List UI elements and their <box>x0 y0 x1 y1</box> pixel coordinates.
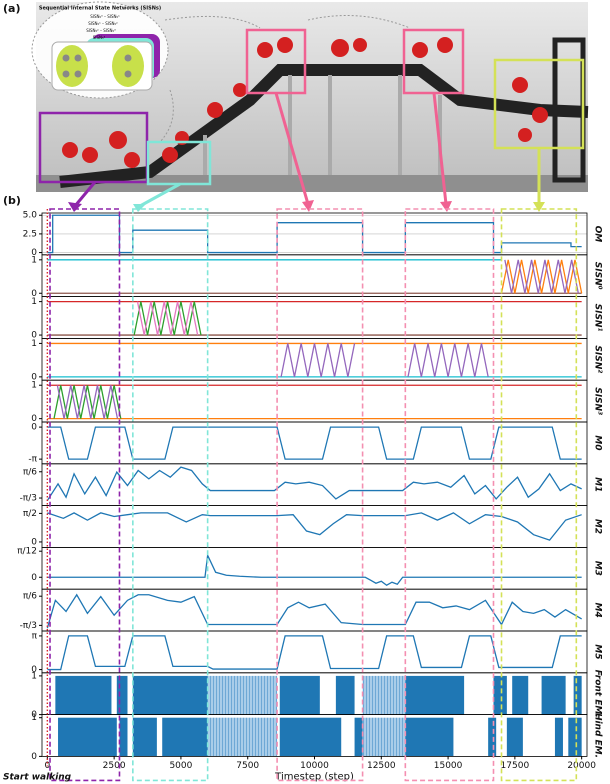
stance-bar <box>208 718 277 757</box>
x-tick-label: 10000 <box>300 761 329 771</box>
panel-title: SISN³ <box>593 387 603 415</box>
stance-bar <box>488 718 496 757</box>
y-tick-label: 1 <box>31 713 37 723</box>
panel-title: M1 <box>593 477 603 492</box>
photo <box>32 2 588 212</box>
stance-bar <box>405 676 464 715</box>
y-tick-label: 1 <box>31 671 37 681</box>
y-tick-label: -π <box>28 455 37 465</box>
stance-bar <box>512 676 528 715</box>
stance-bar <box>133 676 208 715</box>
stance-bar <box>280 676 320 715</box>
stance-bar <box>363 676 406 715</box>
inset-layer: SISN₅⁰ – SISN₅¹ <box>90 14 120 19</box>
stance-bar <box>355 718 363 757</box>
y-tick-label: π/6 <box>23 467 37 477</box>
panel-title: SISN⁰ <box>593 262 603 290</box>
panel-label: (b) <box>3 194 21 207</box>
inset-layer: SISN₅³ <box>93 35 106 40</box>
start-walking-label: Start walking <box>3 773 72 783</box>
x-tick-label: 5000 <box>169 761 192 771</box>
page: {"panel_a": {"label": "(a)", "inset_titl… <box>0 0 610 784</box>
inset-layer: SISN₅¹ – SISN₅² <box>88 21 118 26</box>
y-tick-label: -π/3 <box>20 621 37 631</box>
stance-bar <box>507 718 523 757</box>
figure: (a) Sequential Internal State Networks (… <box>0 0 610 784</box>
stance-bar <box>58 718 117 757</box>
stance-bar <box>405 718 453 757</box>
x-tick-label: 15000 <box>434 761 463 771</box>
stance-bar <box>117 676 128 715</box>
panel-title: M3 <box>593 561 603 576</box>
panel-title: M0 <box>593 435 603 450</box>
x-tick-label: 7500 <box>236 761 259 771</box>
panel-title: M5 <box>593 644 603 659</box>
y-tick-label: π <box>32 631 38 641</box>
stance-bar <box>493 676 506 715</box>
panel-frame <box>42 380 587 422</box>
y-tick-label: -π/3 <box>20 494 37 504</box>
stance-bar <box>363 718 406 757</box>
panel <box>58 718 582 757</box>
panel-title: M2 <box>593 519 603 534</box>
stance-bar <box>133 718 157 757</box>
inset-title: Sequential Internal State Networks (SISN… <box>39 6 161 12</box>
y-tick-label: 1 <box>31 381 37 391</box>
x-tick-label: 2500 <box>103 761 126 771</box>
stance-bar <box>574 676 582 715</box>
panel-title: SISN² <box>593 345 603 373</box>
line <box>281 343 354 376</box>
y-tick-label: π/2 <box>23 509 37 519</box>
y-tick-label: 1 <box>31 339 37 349</box>
stance-bar <box>336 676 355 715</box>
stance-bar <box>555 718 563 757</box>
panel-title: OM <box>593 226 603 243</box>
x-tick-label: 17500 <box>501 761 530 771</box>
stance-bar <box>280 718 341 757</box>
stance-bar <box>208 676 277 715</box>
y-tick-label: 0 <box>31 573 37 583</box>
y-tick-label: 2.5 <box>23 229 37 239</box>
x-tick-label: 12500 <box>367 761 396 771</box>
line <box>408 343 488 376</box>
y-tick-label: 0 <box>31 752 37 762</box>
panel-title: M4 <box>593 602 603 617</box>
panel-frame <box>42 506 587 548</box>
y-tick-label: 5.0 <box>23 211 38 221</box>
panel-frame <box>42 297 587 339</box>
panel-frame <box>42 422 587 464</box>
stance-bar <box>162 718 207 757</box>
x-tick-label: 20000 <box>567 761 596 771</box>
stance-bar <box>55 676 111 715</box>
panel <box>55 676 581 715</box>
y-tick-label: 1 <box>31 255 37 265</box>
y-tick-label: π/12 <box>17 547 37 557</box>
panel-frame <box>42 589 587 631</box>
panel-title: Hind EM. <box>593 713 603 758</box>
panel <box>42 215 587 252</box>
inset-layer: SISN₅² – SISN₅³ <box>86 28 116 33</box>
stance-bar <box>542 676 566 715</box>
y-tick-label: π/6 <box>23 592 37 602</box>
y-tick-label: 0 <box>31 423 37 433</box>
panel-frame <box>42 464 587 506</box>
panel-label: (a) <box>3 2 20 15</box>
y-tick-label: 1 <box>31 297 37 307</box>
panel-title: Front EM. <box>593 670 603 718</box>
stance-bar <box>119 718 127 757</box>
panel-title: SISN¹ <box>593 304 603 332</box>
stance-bar <box>568 718 581 757</box>
panel-frame <box>42 547 587 589</box>
